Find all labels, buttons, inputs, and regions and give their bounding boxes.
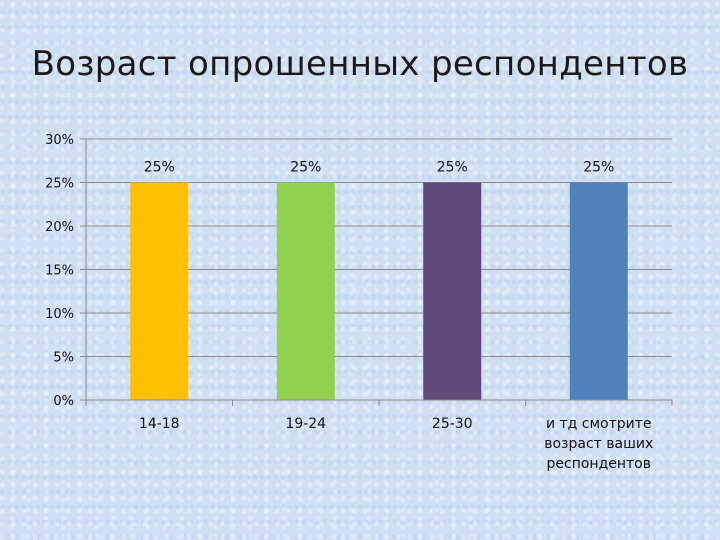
bars: [130, 182, 628, 400]
bar: [423, 182, 482, 400]
y-tick-label: 30%: [45, 133, 74, 148]
data-label: 25%: [583, 160, 614, 176]
y-tick-label: 25%: [45, 177, 74, 192]
x-tick-label: респондентов: [547, 456, 652, 472]
y-axis: 0% 5% 10% 15% 20% 25% 30%: [45, 133, 87, 409]
bar: [569, 182, 628, 400]
data-label: 25%: [144, 160, 175, 176]
x-axis: 14-18 19-24 25-30 и тд смотрите возраст ваши…: [85, 399, 673, 472]
data-labels: 25% 25% 25% 25%: [144, 160, 615, 176]
y-tick-label: 10%: [45, 307, 74, 322]
y-tick-label: 20%: [45, 220, 74, 235]
x-tick-label: 25-30: [432, 416, 473, 432]
chart-title: Возраст опрошенных респондентов: [31, 44, 689, 84]
x-tick-label: 14-18: [139, 416, 180, 432]
bar: [276, 182, 335, 400]
x-tick-label: 19-24: [285, 416, 326, 432]
x-tick-label: и тд смотрите: [546, 416, 652, 432]
bar: [130, 182, 189, 400]
y-tick-label: 15%: [45, 264, 74, 279]
y-tick-label: 0%: [53, 394, 74, 409]
data-label: 25%: [437, 160, 468, 176]
data-label: 25%: [290, 160, 321, 176]
y-tick-label: 5%: [53, 351, 74, 366]
x-tick-label: возраст ваших: [544, 436, 653, 452]
